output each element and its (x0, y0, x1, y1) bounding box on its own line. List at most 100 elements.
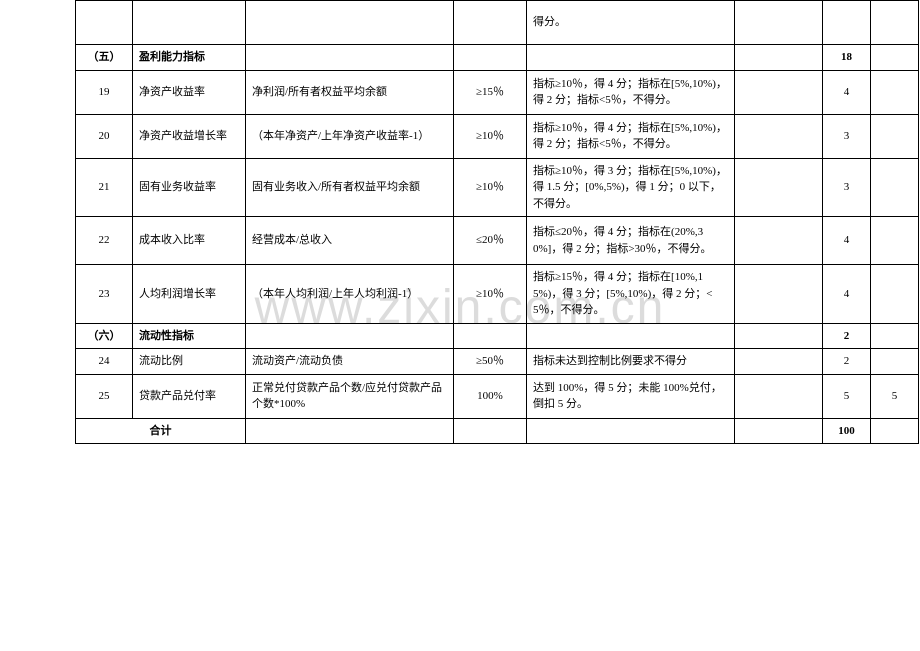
cell: 23 (76, 265, 133, 324)
cell: 3 (823, 158, 871, 217)
cell (454, 323, 527, 349)
cell: 5 (823, 374, 871, 418)
cell: ≥10％ (454, 265, 527, 324)
cell (454, 1, 527, 45)
cell: 4 (823, 265, 871, 324)
cell (735, 374, 823, 418)
cell: 净利润/所有者权益平均余额 (246, 70, 454, 114)
cell: ≤20％ (454, 217, 527, 265)
cell (735, 1, 823, 45)
cell: 2 (823, 349, 871, 375)
table-row: 19净资产收益率净利润/所有者权益平均余额≥15％指标≥10％，得 4 分；指标… (76, 70, 919, 114)
table-row: 24流动比例流动资产/流动负债≥50％指标未达到控制比例要求不得分 2 (76, 349, 919, 375)
table-row: 21固有业务收益率固有业务收入/所有者权益平均余额≥10％指标≥10％，得 3 … (76, 158, 919, 217)
cell: 贷款产品兑付率 (133, 374, 246, 418)
cell: 4 (823, 217, 871, 265)
cell (735, 418, 823, 444)
cell: 22 (76, 217, 133, 265)
cell (871, 323, 919, 349)
cell (735, 114, 823, 158)
cell: （六） (76, 323, 133, 349)
cell: ≥10％ (454, 158, 527, 217)
table-row: （六）流动性指标 2 (76, 323, 919, 349)
cell (735, 349, 823, 375)
cell: 25 (76, 374, 133, 418)
cell: 19 (76, 70, 133, 114)
cell: 指标≥10％，得 4 分；指标在[5%,10%)，得 2 分；指标<5％，不得分… (527, 114, 735, 158)
cell: 流动比例 (133, 349, 246, 375)
cell: 100% (454, 374, 527, 418)
cell: 5 (871, 374, 919, 418)
cell: 指标≥10％，得 3 分；指标在[5%,10%)，得 1.5 分；[0%,5%)… (527, 158, 735, 217)
cell: （本年净资产/上年净资产收益率-1） (246, 114, 454, 158)
table-row: 得分。 (76, 1, 919, 45)
table-row: 合计 100 (76, 418, 919, 444)
cell (735, 323, 823, 349)
cell: ≥50％ (454, 349, 527, 375)
cell: （五） (76, 45, 133, 71)
cell (735, 217, 823, 265)
cell: 2 (823, 323, 871, 349)
cell: 流动性指标 (133, 323, 246, 349)
cell (246, 323, 454, 349)
cell (871, 114, 919, 158)
table-row: （五）盈利能力指标 18 (76, 45, 919, 71)
cell: 指标未达到控制比例要求不得分 (527, 349, 735, 375)
cell: 100 (823, 418, 871, 444)
cell: 18 (823, 45, 871, 71)
cell: 固有业务收益率 (133, 158, 246, 217)
document-page: 得分。（五）盈利能力指标1819净资产收益率净利润/所有者权益平均余额≥15％指… (75, 0, 845, 444)
cell: 4 (823, 70, 871, 114)
cell (527, 45, 735, 71)
indicator-table: 得分。（五）盈利能力指标1819净资产收益率净利润/所有者权益平均余额≥15％指… (75, 0, 919, 444)
cell: 成本收入比率 (133, 217, 246, 265)
cell: 20 (76, 114, 133, 158)
cell: ≥15％ (454, 70, 527, 114)
cell (871, 418, 919, 444)
cell (246, 418, 454, 444)
cell: 指标≥10％，得 4 分；指标在[5%,10%)，得 2 分；指标<5％，不得分… (527, 70, 735, 114)
cell (527, 323, 735, 349)
cell: 盈利能力指标 (133, 45, 246, 71)
cell: 经营成本/总收入 (246, 217, 454, 265)
cell: 3 (823, 114, 871, 158)
cell (871, 217, 919, 265)
cell (246, 1, 454, 45)
cell: （本年人均利润/上年人均利润-1） (246, 265, 454, 324)
table-row: 25贷款产品兑付率正常兑付贷款产品个数/应兑付贷款产品个数*100%100%达到… (76, 374, 919, 418)
cell: 指标≤20％，得 4 分；指标在(20%,30%]，得 2 分；指标>30％，不… (527, 217, 735, 265)
cell (76, 1, 133, 45)
cell (735, 265, 823, 324)
table-row: 23人均利润增长率（本年人均利润/上年人均利润-1）≥10％指标≥15％，得 4… (76, 265, 919, 324)
table-row: 20净资产收益增长率（本年净资产/上年净资产收益率-1）≥10％指标≥10％，得… (76, 114, 919, 158)
cell: 净资产收益率 (133, 70, 246, 114)
cell (871, 45, 919, 71)
cell: 正常兑付贷款产品个数/应兑付贷款产品个数*100% (246, 374, 454, 418)
cell: ≥10％ (454, 114, 527, 158)
cell: 指标≥15％，得 4 分；指标在[10%,15%)，得 3 分；[5%,10%)… (527, 265, 735, 324)
table-row: 22成本收入比率经营成本/总收入≤20％指标≤20％，得 4 分；指标在(20%… (76, 217, 919, 265)
cell (871, 1, 919, 45)
cell (871, 349, 919, 375)
total-label: 合计 (76, 418, 246, 444)
cell (823, 1, 871, 45)
cell (454, 418, 527, 444)
cell: 21 (76, 158, 133, 217)
cell (871, 158, 919, 217)
cell: 得分。 (527, 1, 735, 45)
cell: 24 (76, 349, 133, 375)
cell (735, 45, 823, 71)
cell (133, 1, 246, 45)
cell: 净资产收益增长率 (133, 114, 246, 158)
cell: 人均利润增长率 (133, 265, 246, 324)
cell (454, 45, 527, 71)
cell (871, 265, 919, 324)
cell (735, 158, 823, 217)
cell (527, 418, 735, 444)
cell: 固有业务收入/所有者权益平均余额 (246, 158, 454, 217)
cell (871, 70, 919, 114)
cell: 流动资产/流动负债 (246, 349, 454, 375)
cell (735, 70, 823, 114)
cell: 达到 100%，得 5 分；未能 100%兑付，倒扣 5 分。 (527, 374, 735, 418)
cell (246, 45, 454, 71)
